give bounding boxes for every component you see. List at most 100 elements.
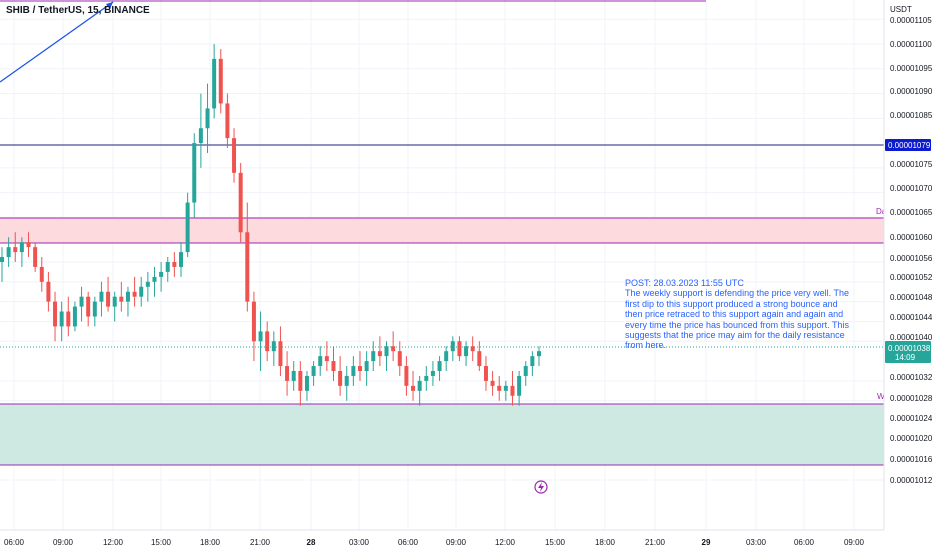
bolt-glyph-icon [538, 482, 544, 492]
candle-body [444, 351, 449, 362]
candle-body [450, 341, 455, 352]
time-tick-label: 18:00 [200, 538, 221, 547]
price-tick-label: 0.00001056 [890, 254, 932, 263]
candle-body [212, 58, 217, 109]
candle-body [537, 351, 541, 357]
candle-body [384, 346, 389, 357]
time-tick-label: 09:00 [53, 538, 74, 547]
time-tick-label: 28 [307, 538, 316, 547]
candle-body [179, 252, 183, 267]
candle-body [218, 58, 223, 104]
candle-body [464, 346, 469, 357]
candle-body [6, 247, 11, 258]
candle-body [0, 257, 4, 262]
price-tick-label: 0.00001075 [890, 160, 932, 169]
candle-body [318, 356, 323, 367]
candle-body [46, 281, 51, 302]
time-tick-label: 18:00 [595, 538, 616, 547]
candle-body [139, 286, 144, 297]
candle-body [125, 291, 130, 302]
price-tick-label: 0.00001044 [890, 313, 932, 322]
candle-body [172, 262, 177, 267]
candle-body [477, 351, 482, 367]
support-zone-label: W [877, 392, 885, 401]
candle-body [344, 375, 349, 386]
candle-body [285, 366, 290, 381]
time-tick-label: 06:00 [398, 538, 419, 547]
candle-body [311, 366, 316, 376]
candle-body [66, 311, 71, 327]
time-tick-label: 12:00 [103, 538, 124, 547]
candle-body [185, 202, 190, 253]
price-tick-label: 0.00001016 [890, 455, 932, 464]
candle-body [331, 361, 336, 371]
candle-body [79, 296, 84, 307]
time-tick-label: 06:00 [4, 538, 25, 547]
candle-body [106, 291, 111, 307]
candle-body [351, 366, 356, 376]
candle-body [13, 247, 18, 253]
time-tick-label: 21:00 [250, 538, 271, 547]
daily-resistance-zone [0, 218, 884, 243]
price-tick-label: 0.00001012 [890, 476, 932, 485]
candle-body [86, 296, 91, 317]
candle-body [411, 385, 416, 391]
price-tick-label: 0.00001052 [890, 273, 932, 282]
time-tick-label: 03:00 [349, 538, 370, 547]
candle-body [523, 366, 528, 376]
price-tick-label: 0.00001095 [890, 64, 932, 73]
price-tick-label: 0.00001065 [890, 208, 932, 217]
price-tick-label: 0.00001060 [890, 233, 932, 242]
weekly-support-zone [0, 404, 884, 465]
candle-body [152, 276, 157, 282]
candle-body [391, 346, 396, 352]
candle-body [232, 138, 237, 173]
time-tick-label: 29 [702, 538, 711, 547]
candle-body [404, 366, 409, 386]
price-tick-label: 0.00001032 [890, 373, 932, 382]
candle-body [245, 232, 250, 302]
trend-arrow [106, 2, 113, 9]
candle-body [251, 301, 256, 342]
resistance-zone-label: Da [876, 207, 887, 216]
candle-body [99, 291, 104, 302]
price-tick-label: 0.00001020 [890, 434, 932, 443]
candle-body [358, 366, 362, 371]
price-tick-label: 0.00001070 [890, 184, 932, 193]
candle-body [33, 247, 38, 267]
price-tick-label: 0.00001028 [890, 394, 932, 403]
candle-body [517, 375, 522, 396]
candle-body [198, 128, 203, 144]
time-tick-label: 09:00 [844, 538, 865, 547]
candle-body [470, 346, 475, 352]
candle-body [364, 361, 369, 371]
candle-body [271, 341, 276, 352]
candle-body [503, 385, 508, 391]
candle-body [530, 356, 535, 367]
candle-body [324, 356, 329, 362]
time-tick-label: 15:00 [545, 538, 566, 547]
level-price-tag [885, 139, 931, 151]
price-tick-label: 0.00001040 [890, 333, 932, 342]
price-axis [884, 0, 932, 550]
candle-body [72, 306, 77, 327]
candle-body [490, 380, 495, 386]
candle-body [92, 301, 97, 317]
candle-body [278, 341, 283, 367]
candle-body [377, 351, 382, 357]
price-tick-label: 0.00001090 [890, 87, 932, 96]
candle-body [510, 385, 515, 396]
candle-body [238, 172, 243, 233]
candle-body [59, 311, 64, 327]
candle-body [39, 266, 44, 282]
candle-body [265, 331, 270, 352]
price-tick-label: 0.00001085 [890, 111, 932, 120]
candle-body [497, 385, 502, 391]
candle-body [291, 371, 296, 381]
candle-body [371, 351, 376, 362]
analysis-note: POST: 28.03.2023 11:55 UTC The weekly su… [625, 278, 849, 351]
countdown-label: 14:09 [895, 353, 916, 362]
candle-body [430, 371, 435, 376]
